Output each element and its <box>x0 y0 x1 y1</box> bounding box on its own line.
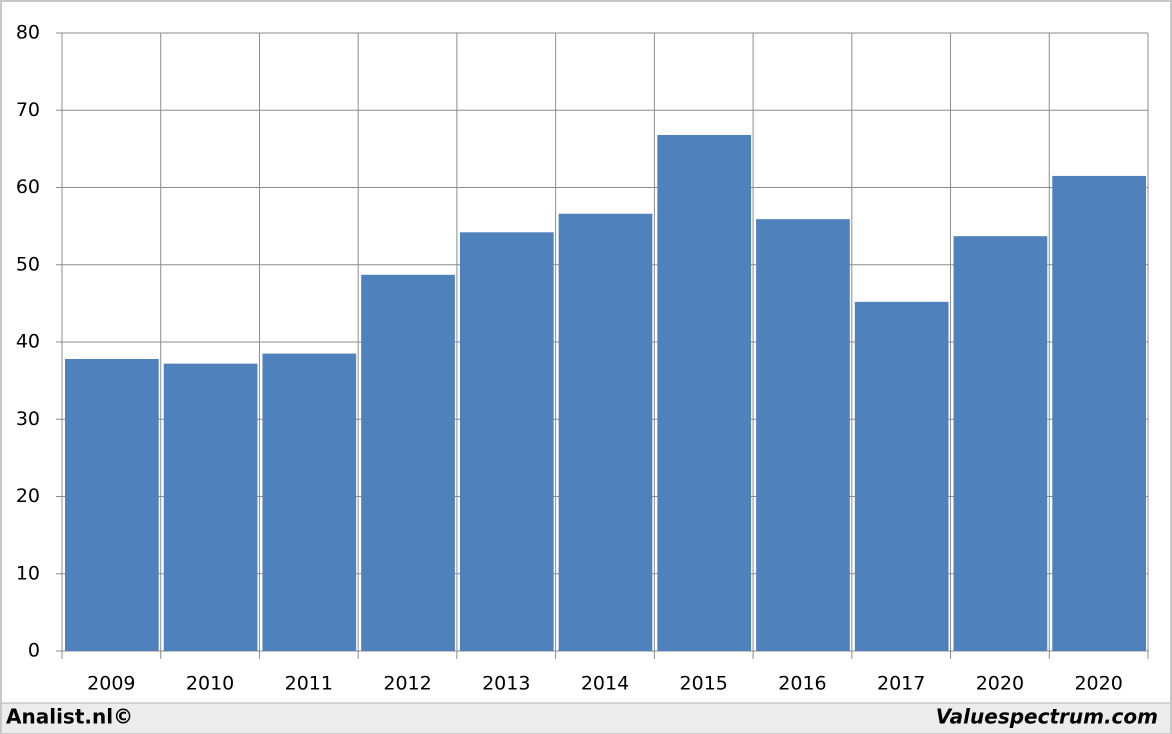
bar <box>459 232 554 651</box>
bar <box>756 219 850 652</box>
y-tick-label: 80 <box>16 22 40 44</box>
y-tick-label: 40 <box>16 331 40 353</box>
bar <box>262 353 357 651</box>
bar <box>953 236 1048 652</box>
credit-left: Analist.nl© <box>6 705 133 729</box>
bar <box>1052 175 1146 651</box>
x-tick-label: 2016 <box>778 673 826 695</box>
bar <box>361 274 455 651</box>
x-tick-label: 2015 <box>680 673 728 695</box>
x-tick-label: 2010 <box>186 673 234 695</box>
x-tick-label: 2020 <box>976 673 1024 695</box>
x-tick-label: 2011 <box>285 673 333 695</box>
bar <box>854 301 949 651</box>
y-tick-label: 70 <box>16 99 40 121</box>
x-tick-label: 2017 <box>877 673 925 695</box>
y-tick-label: 10 <box>16 562 40 584</box>
bar <box>558 213 653 651</box>
x-tick-label: 2012 <box>383 673 431 695</box>
y-tick-label: 60 <box>16 176 40 198</box>
bar <box>657 134 752 652</box>
y-tick-label: 30 <box>16 408 40 430</box>
bar <box>65 358 159 651</box>
x-tick-label: 2020 <box>1074 673 1122 695</box>
x-tick-label: 2013 <box>482 673 530 695</box>
credit-right: Valuespectrum.com <box>936 705 1158 729</box>
y-tick-label: 50 <box>16 253 40 275</box>
bar <box>163 363 258 651</box>
y-tick-label: 20 <box>16 485 40 507</box>
y-tick-label: 0 <box>28 640 40 662</box>
x-tick-label: 2014 <box>581 673 629 695</box>
x-tick-label: 2009 <box>87 673 135 695</box>
footer-band <box>2 703 1170 733</box>
